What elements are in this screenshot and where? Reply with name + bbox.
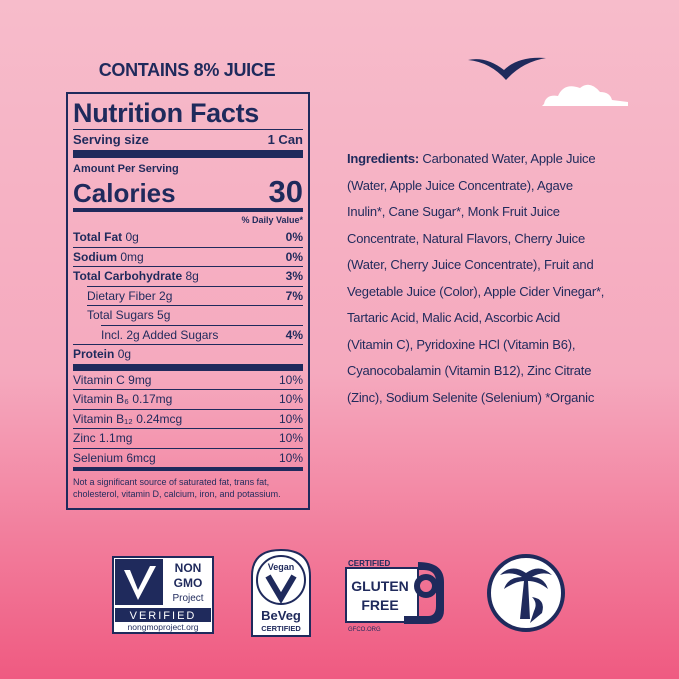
non-gmo-badge: NON GMO Project VERIFIED nongmoproject.o… — [112, 556, 214, 634]
vitamin-amount: 1.1mg — [99, 431, 133, 445]
nutrient-name: Total Sugars — [87, 308, 154, 322]
nutrient-name-group: Incl. 2g Added Sugars — [101, 326, 218, 345]
ingredients: Ingredients: Carbonated Water, Apple Jui… — [347, 146, 609, 411]
vegan-badge: Vegan BeVeg CERTIFIED — [251, 548, 311, 637]
nutrient-dv: 4% — [285, 327, 303, 342]
badge-text: BeVeg — [261, 608, 301, 623]
ingredients-label: Ingredients: — [347, 151, 419, 166]
vitamin-name: Vitamin C — [73, 372, 125, 387]
nutrient-amount: 2g — [159, 288, 173, 303]
nutrient-amount: 0g — [125, 230, 139, 244]
vitamin-name-group: Zinc 1.1mg — [73, 429, 132, 448]
vitamin-dv: 10% — [278, 411, 303, 426]
vitamin-row: Zinc 1.1mg 10% — [73, 428, 303, 448]
nutrient-row: Total Fat 0g 0% — [73, 228, 303, 247]
nutrient-dv: 0% — [285, 249, 303, 264]
nutrient-dv: 0% — [285, 230, 303, 244]
vitamin-amount: 0.24mcg — [136, 411, 183, 426]
nutrient-name-group: Total Fat 0g — [73, 228, 139, 247]
serving-label: Serving size — [73, 132, 149, 147]
cloud — [542, 84, 628, 106]
badge-text: CERTIFIED — [261, 624, 301, 633]
badge-text: nongmoproject.org — [128, 622, 199, 632]
calories-value: 30 — [268, 174, 303, 209]
rule — [73, 363, 303, 371]
vitamin-amount: 9mg — [128, 372, 152, 387]
vitamin-row: Vitamin B₆ 0.17mg 10% — [73, 389, 303, 409]
nutrient-row: Dietary Fiber 2g 7% — [87, 285, 303, 306]
vitamin-dv: 10% — [278, 431, 303, 445]
nutrient-name-group: Total Carbohydrate 8g — [73, 267, 199, 286]
nf-title: Nutrition Facts — [73, 98, 260, 128]
nutrient-row: Incl. 2g Added Sugars 4% — [101, 324, 303, 345]
dv-header: % Daily Value* — [241, 215, 303, 225]
serving-row: Serving size 1 Can — [73, 129, 303, 150]
nutrient-name-group: Dietary Fiber 2g — [87, 287, 172, 306]
badge-text: Vegan — [268, 562, 295, 572]
vitamin-name: Vitamin B₆ — [73, 392, 129, 406]
nutrient-name: Total Carbohydrate — [73, 269, 183, 283]
badge-text: GLUTEN — [351, 578, 409, 594]
badge-text: FREE — [361, 597, 398, 613]
nutrient-name-group: Sodium 0mg — [73, 248, 144, 267]
nutrient-amount: 5g — [157, 308, 171, 322]
rule — [73, 467, 303, 471]
nutrient-list: Total Fat 0g 0% Sodium 0mg 0% Total Carbohyd… — [73, 228, 303, 364]
nutrient-amount: 8g — [185, 269, 199, 283]
nutrient-name: Sodium — [73, 249, 117, 264]
footnote: Not a significant source of saturated fa… — [73, 477, 281, 499]
brand-logo — [487, 554, 565, 632]
badge-text: NON — [175, 561, 202, 575]
nutrient-name: Incl. 2g Added Sugars — [101, 327, 219, 342]
badge-text: CERTIFIED — [348, 559, 390, 568]
nutrient-row: Total Sugars 5g — [87, 305, 303, 325]
ingredients-text: Carbonated Water, Apple Juice (Water, Ap… — [347, 151, 605, 405]
decoration — [468, 57, 628, 106]
nutrient-row: Protein 0g — [73, 344, 303, 364]
nutrient-name: Total Fat — [73, 230, 123, 244]
gluten-free-badge: CERTIFIED GLUTEN FREE GFCO.ORG — [345, 559, 444, 633]
badge-text: GFCO.ORG — [348, 627, 381, 633]
vitamin-name: Zinc — [73, 431, 96, 445]
nutrient-name-group: Total Sugars 5g — [87, 306, 170, 325]
vitamin-dv: 10% — [278, 450, 303, 465]
vitamin-name: Vitamin B₁₂ — [73, 411, 133, 426]
nutrient-row: Total Carbohydrate 8g 3% — [73, 266, 303, 286]
vitamin-name-group: Vitamin B₁₂ 0.24mcg — [73, 410, 182, 429]
nutrient-dv: 7% — [285, 288, 303, 303]
nutrient-amount: 0g — [117, 347, 132, 361]
serving-size: 1 Can — [267, 132, 303, 147]
vitamin-row: Vitamin C 9mg 10% — [73, 371, 303, 390]
nutrient-name: Dietary Fiber — [87, 288, 156, 303]
bird — [468, 57, 546, 80]
vitamin-name: Selenium — [73, 450, 124, 465]
nutrient-name-group: Protein 0g — [73, 345, 131, 364]
juice-note: CONTAINS 8% JUICE — [98, 60, 276, 80]
vitamin-name-group: Vitamin B₆ 0.17mg — [73, 390, 172, 409]
vitamin-name-group: Selenium 6mcg — [73, 449, 156, 468]
calories-row: Calories 30 — [73, 174, 303, 209]
vitamin-dv: 10% — [278, 372, 303, 387]
vitamin-amount: 0.17mg — [132, 392, 173, 406]
nutrient-name: Protein — [73, 347, 115, 361]
badge-text: GMO — [174, 576, 203, 590]
badge-text: VERIFIED — [130, 610, 197, 622]
badge-text: Project — [172, 593, 203, 604]
vitamin-amount: 6mcg — [126, 450, 156, 465]
rule — [73, 208, 303, 212]
rule — [73, 150, 303, 158]
vitamin-list: Vitamin C 9mg 10% Vitamin B₆ 0.17mg 10% Vita… — [73, 371, 303, 468]
vitamin-dv: 10% — [278, 392, 303, 406]
nutrition-facts: Nutrition Facts Serving size 1 Can Amoun… — [66, 92, 310, 510]
vitamin-name-group: Vitamin C 9mg — [73, 371, 151, 390]
amount-per-serving: Amount Per Serving — [73, 163, 179, 175]
nutrient-row: Sodium 0mg 0% — [73, 246, 303, 267]
calories-label: Calories — [73, 178, 176, 208]
nutrient-dv: 3% — [285, 269, 303, 283]
nutrient-amount: 0mg — [120, 249, 144, 264]
vitamin-row: Vitamin B₁₂ 0.24mcg 10% — [73, 408, 303, 429]
vitamin-row: Selenium 6mcg 10% — [73, 447, 303, 468]
